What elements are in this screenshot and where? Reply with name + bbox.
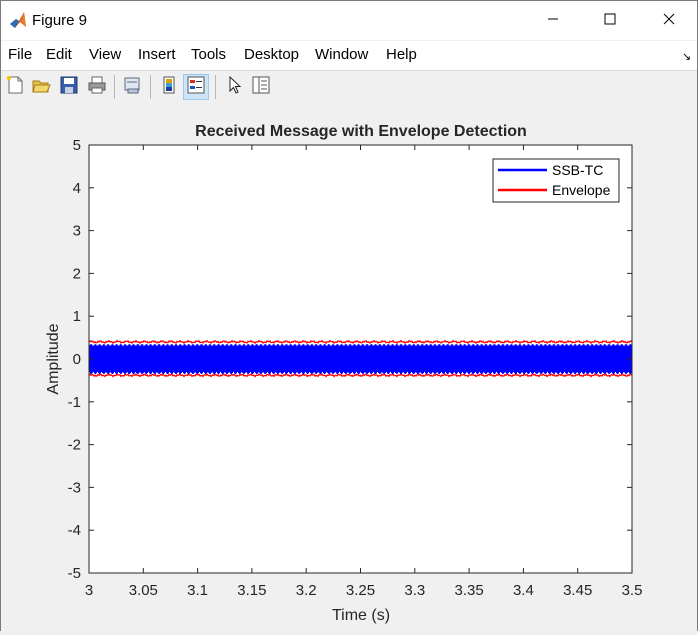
x-tick-label: 3.35 [454, 582, 483, 599]
link-plot-icon [122, 75, 142, 99]
open-file-icon [31, 75, 51, 99]
legend[interactable]: SSB-TC Envelope [492, 158, 620, 203]
legend-box [492, 158, 620, 203]
save-icon [59, 75, 79, 99]
new-figure-button[interactable] [2, 74, 28, 100]
property-inspector-icon [251, 75, 271, 99]
menu-window[interactable]: Window [315, 46, 369, 63]
x-tick-label: 3.3 [404, 582, 425, 599]
x-tick-label: 3.1 [187, 582, 208, 599]
legend-label-envelope: Envelope [552, 182, 611, 198]
x-tick-label: 3.05 [129, 582, 158, 599]
toolbar-separator [114, 75, 115, 99]
minimize-icon [547, 12, 559, 29]
open-file-button[interactable] [28, 74, 54, 100]
ssb-tc-band [89, 346, 632, 372]
x-tick-label: 3.15 [237, 582, 266, 599]
maximize-button[interactable] [587, 1, 633, 40]
x-tick-label: 3.45 [563, 582, 592, 599]
close-button[interactable] [646, 1, 692, 40]
x-tick-label: 3 [85, 582, 93, 599]
maximize-icon [604, 12, 616, 29]
y-tick-label: 2 [73, 265, 81, 282]
menu-edit[interactable]: Edit [46, 46, 72, 63]
chart-title: Received Message with Envelope Detection [195, 123, 527, 140]
x-tick-label: 3.5 [622, 582, 643, 599]
menu-file[interactable]: File [8, 46, 33, 63]
plot-area[interactable]: 3 3.05 3.1 3.15 3.2 3.25 3.3 3.35 3.4 3.45 3.5 5 4 3 2… [1, 104, 697, 631]
toolbar-separator [150, 75, 151, 99]
window-title: Figure 9 [32, 12, 88, 29]
figure-canvas: 3 3.05 3.1 3.15 3.2 3.25 3.3 3.35 3.4 3.45 3.5 5 4 3 2… [1, 104, 697, 631]
menu-help[interactable]: Help [386, 46, 417, 63]
y-tick-label: -3 [68, 479, 81, 496]
y-tick-label: -5 [68, 565, 81, 582]
y-axis-label: Amplitude [45, 323, 62, 394]
envelope-line [88, 339, 633, 345]
x-tick-label: 3.25 [346, 582, 375, 599]
legend-label-ssb-tc: SSB-TC [552, 162, 603, 178]
y-tick-label: 5 [73, 137, 81, 154]
insert-colorbar-icon [159, 75, 179, 99]
menu-insert[interactable]: Insert [138, 46, 176, 63]
insert-legend-button[interactable] [183, 74, 209, 100]
save-button[interactable] [56, 74, 82, 100]
menu-bar: File Edit View Insert Tools Desktop Wind… [1, 41, 697, 70]
toolbar [1, 70, 697, 105]
menu-tools[interactable]: Tools [191, 46, 227, 63]
menu-view[interactable]: View [89, 46, 122, 63]
y-tick-label: 0 [73, 351, 81, 368]
insert-legend-icon [186, 75, 206, 99]
x-tick-label: 3.4 [513, 582, 534, 599]
property-inspector-button[interactable] [248, 74, 274, 100]
dock-arrow-icon[interactable]: ↘ [682, 51, 692, 63]
insert-colorbar-button[interactable] [156, 74, 182, 100]
y-tick-label: -4 [68, 522, 81, 539]
link-plot-button[interactable] [119, 74, 145, 100]
new-figure-icon [5, 75, 25, 99]
print-icon [87, 75, 107, 99]
x-axis-label: Time (s) [332, 607, 390, 624]
minimize-button[interactable] [530, 1, 576, 40]
ssb-tc-signal [88, 344, 633, 374]
matlab-icon [9, 11, 27, 29]
print-button[interactable] [84, 74, 110, 100]
y-tick-label: -2 [68, 437, 81, 454]
menu-desktop[interactable]: Desktop [244, 46, 300, 63]
close-icon [663, 12, 675, 29]
edit-plot-icon [224, 75, 244, 99]
toolbar-separator [215, 75, 216, 99]
y-tick-label: 3 [73, 223, 81, 240]
x-tick-label: 3.2 [296, 582, 317, 599]
y-tick-label: 1 [73, 308, 81, 325]
y-tick-label: -1 [68, 394, 81, 411]
edit-plot-button[interactable] [221, 74, 247, 100]
title-bar: Figure 9 [1, 1, 697, 40]
y-tick-label: 4 [73, 180, 81, 197]
envelope-line [88, 372, 633, 378]
